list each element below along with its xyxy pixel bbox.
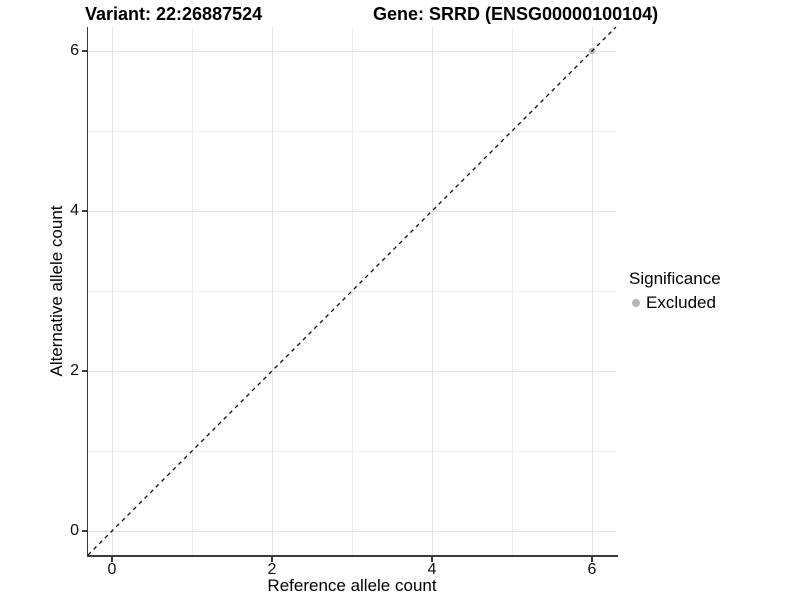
y-tick-label: 0 xyxy=(70,522,79,539)
identity-reference-line xyxy=(87,26,617,556)
gridline-y-minor xyxy=(88,290,616,292)
gridline-y-major xyxy=(88,370,616,372)
y-tick-label: 4 xyxy=(70,202,79,219)
gridline-y-major xyxy=(88,210,616,212)
x-tick-label: 2 xyxy=(267,561,277,578)
x-axis-title: Reference allele count xyxy=(267,576,437,595)
x-tick-mark xyxy=(431,556,433,562)
y-tick-mark xyxy=(81,530,87,532)
y-tick-label: 6 xyxy=(70,42,79,59)
y-tick-label: 2 xyxy=(70,362,79,379)
gridline-x-major xyxy=(111,27,113,555)
legend-item: Excluded xyxy=(632,293,721,313)
legend-item-label: Excluded xyxy=(646,293,716,312)
gridline-x-major xyxy=(591,27,593,555)
plot-title-gene: Gene: SRRD (ENSG00000100104) xyxy=(373,4,659,24)
x-tick-mark xyxy=(591,556,593,562)
x-tick-label: 6 xyxy=(587,561,597,578)
gridline-x-major xyxy=(431,27,433,555)
legend-items: Excluded xyxy=(629,293,721,313)
gridline-y-minor xyxy=(88,130,616,132)
plot-data-layer xyxy=(87,26,617,556)
legend-title: Significance xyxy=(629,269,721,288)
legend-dot-icon xyxy=(632,299,640,307)
x-tick-mark xyxy=(111,556,113,562)
y-axis-title: Alternative allele count xyxy=(47,205,66,377)
plot-title-variant: Variant: 22:26887524 xyxy=(85,4,263,24)
y-tick-mark xyxy=(81,370,87,372)
x-tick-mark xyxy=(271,556,273,562)
x-tick-label: 0 xyxy=(107,561,117,578)
gridline-y-major xyxy=(88,530,616,532)
y-axis-line xyxy=(86,27,88,557)
x-axis-line xyxy=(86,555,618,557)
y-tick-mark xyxy=(81,210,87,212)
x-tick-label: 4 xyxy=(427,561,437,578)
gridline-y-minor xyxy=(88,450,616,452)
y-tick-mark xyxy=(81,50,87,52)
gridline-x-major xyxy=(271,27,273,555)
plot-panel: 0 2 4 6 0 2 4 6 xyxy=(70,26,617,578)
legend: Significance Excluded xyxy=(629,269,721,313)
gridline-y-major xyxy=(88,50,616,52)
